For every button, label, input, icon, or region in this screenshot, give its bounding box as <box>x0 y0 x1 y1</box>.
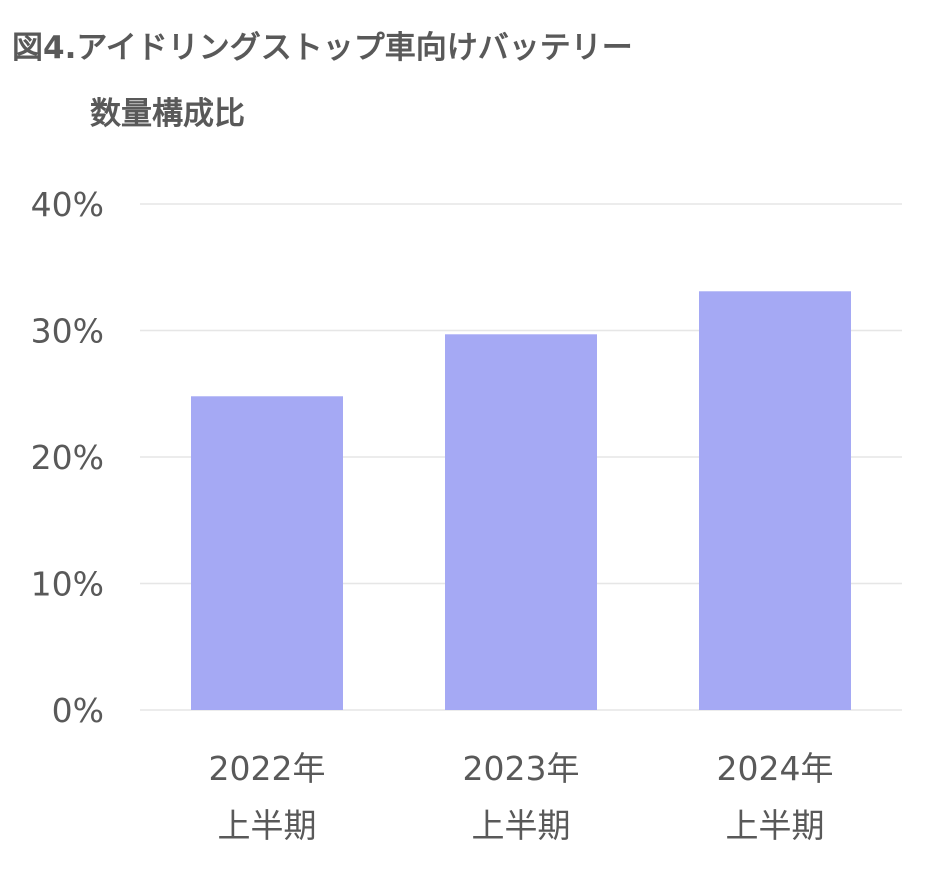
x-tick-label: 上半期 <box>218 806 317 845</box>
chart-title-line2: 数量構成比 <box>90 96 245 132</box>
chart-title-line1: 図4.アイドリングストップ車向けバッテリー <box>12 30 633 66</box>
y-tick-label: 40% <box>31 185 104 224</box>
x-tick-label: 上半期 <box>472 806 571 845</box>
x-tick-label: 2022年 <box>209 749 326 788</box>
x-tick-label: 上半期 <box>726 806 825 845</box>
y-tick-label: 10% <box>31 565 104 604</box>
bar <box>699 291 851 710</box>
y-tick-label: 30% <box>31 312 104 351</box>
y-tick-label: 0% <box>52 691 104 730</box>
y-tick-label: 20% <box>31 438 104 477</box>
x-tick-label: 2024年 <box>717 749 834 788</box>
x-tick-label: 2023年 <box>463 749 580 788</box>
bar <box>445 334 597 710</box>
bar <box>191 396 343 710</box>
